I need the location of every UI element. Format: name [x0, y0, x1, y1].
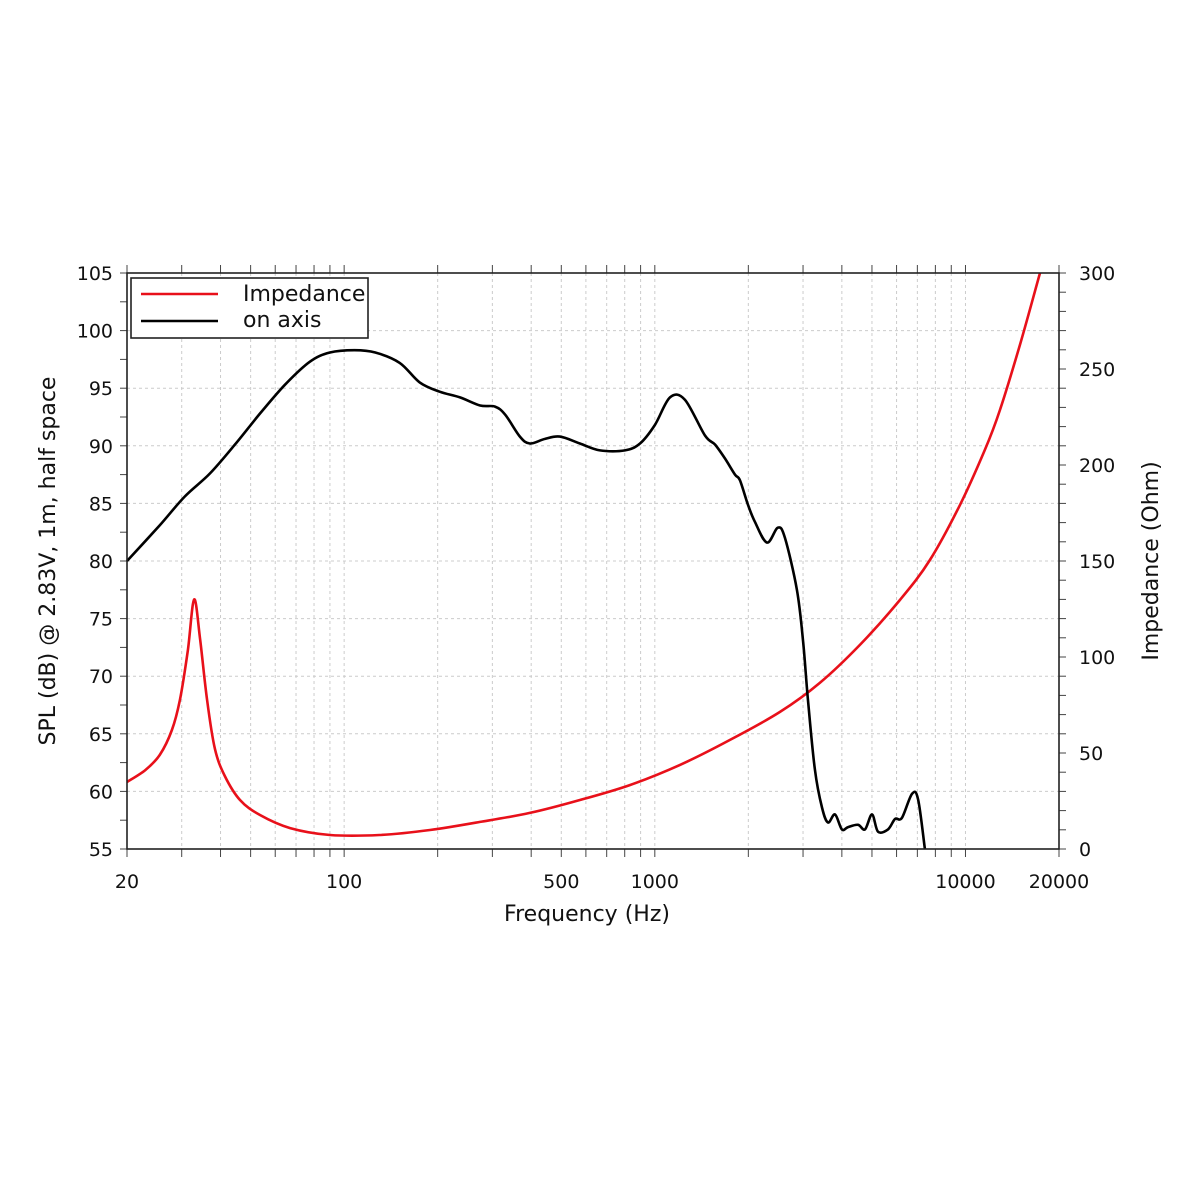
tick-labels: 20 100 500 1000 10000 20000556065707580859095…: [77, 263, 1116, 893]
series-line-impedance: [126, 272, 1042, 838]
x-tick-label: 20: [115, 871, 139, 893]
y-axis-label: SPL (dB) @ 2.83V, 1m, half space: [36, 377, 61, 746]
legend-label-impedance: Impedance: [243, 282, 365, 307]
y2-tick-label: 50: [1079, 743, 1103, 765]
x-tick-label: 100: [326, 871, 362, 893]
x-tick-label: 10000: [935, 871, 995, 893]
y-tick-label: 75: [89, 609, 113, 631]
x-tick-label: 500: [543, 871, 579, 893]
x-axis-label: Frequency (Hz): [504, 902, 670, 927]
y2-tick-label: 100: [1079, 647, 1115, 669]
y2-tick-label: 150: [1079, 551, 1115, 573]
plot-frame: [126, 272, 1060, 850]
y2-axis-label: Impedance (Ohm): [1139, 461, 1164, 660]
y-tick-label: 90: [89, 436, 113, 458]
series-lines: [126, 272, 1042, 850]
legend-box: [130, 277, 369, 339]
axis-ticks: [120, 265, 1066, 857]
series-line-on-axis: [126, 348, 927, 850]
y-tick-label: 95: [89, 378, 113, 400]
y2-tick-label: 0: [1079, 839, 1091, 861]
y-tick-label: 60: [89, 781, 113, 803]
y2-tick-label: 200: [1079, 455, 1115, 477]
y-tick-label: 65: [89, 724, 113, 746]
legend: Impedance on axis: [130, 277, 369, 339]
y2-tick-label: 300: [1079, 263, 1115, 285]
y-tick-label: 80: [89, 551, 113, 573]
y-tick-label: 105: [77, 263, 113, 285]
grid: [126, 272, 1060, 850]
y-tick-label: 100: [77, 321, 113, 343]
legend-label-on-axis: on axis: [243, 308, 321, 333]
y-tick-label: 70: [89, 666, 113, 688]
y-tick-label: 85: [89, 493, 113, 515]
y2-tick-label: 250: [1079, 359, 1115, 381]
x-tick-label: 20000: [1029, 871, 1089, 893]
x-tick-label: 1000: [631, 871, 679, 893]
y-tick-label: 55: [89, 839, 113, 861]
